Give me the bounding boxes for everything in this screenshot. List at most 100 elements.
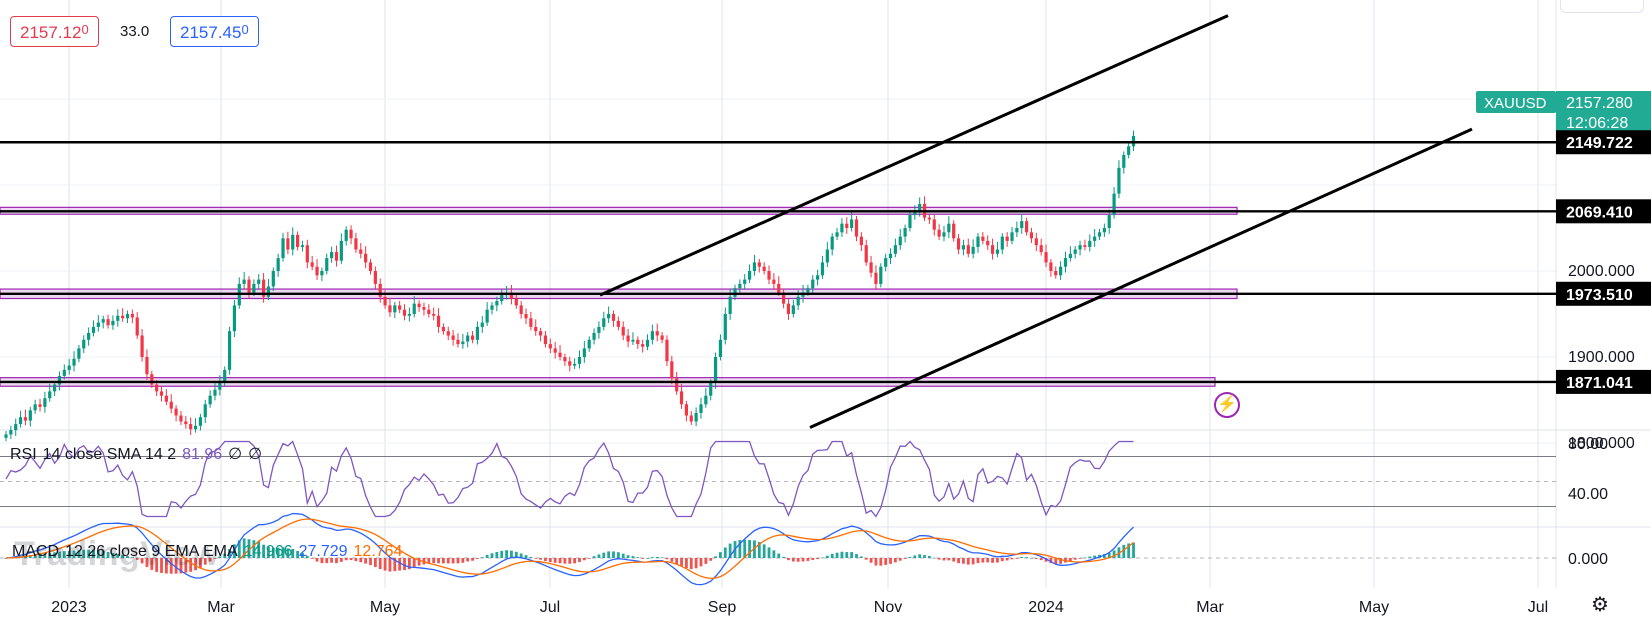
candle-body	[57, 375, 62, 385]
candle-body	[223, 369, 227, 383]
sell-price-suffix: 0	[81, 22, 89, 37]
candle-body	[835, 232, 839, 237]
macd-histogram-bar	[72, 550, 76, 558]
level-tag-label: 2149.722	[1566, 135, 1633, 152]
candle-body	[9, 430, 13, 435]
candle-body	[918, 203, 922, 211]
rsi-legend[interactable]: RSI 14 close SMA 14 2 81.96 ∅ ∅	[10, 444, 268, 464]
candle-body	[398, 305, 402, 310]
macd-legend[interactable]: MACD 12 26 close 9 EMA EMA 14.966 27.729 12.…	[12, 543, 408, 561]
buy-price: 2157.45	[180, 23, 242, 42]
macd-histogram-bar	[208, 558, 212, 562]
candle-body	[344, 229, 348, 241]
macd-histogram-bar	[855, 554, 858, 558]
candle-body	[354, 238, 358, 250]
rsi-params: 14 close SMA 14 2	[42, 446, 177, 463]
macd-histogram-bar	[378, 558, 382, 570]
macd-histogram-bar	[578, 558, 581, 563]
candle-body	[757, 262, 761, 267]
candle-body	[427, 309, 431, 314]
macd-histogram-bar	[655, 557, 659, 558]
candle-body	[135, 317, 139, 336]
sell-price-box[interactable]: 2157.120	[10, 16, 99, 47]
candle-body	[1088, 240, 1092, 247]
gear-icon[interactable]: ⚙	[1591, 594, 1609, 616]
candle-body	[733, 288, 737, 297]
candle-body	[116, 315, 120, 321]
macd-histogram-bar	[218, 556, 222, 558]
macd-histogram-bar	[806, 558, 810, 561]
candle-body	[96, 322, 100, 327]
candle-body	[893, 245, 897, 254]
macd-histogram-bar	[811, 558, 815, 560]
candle-body	[1122, 154, 1126, 168]
macd-histogram-bar	[1010, 558, 1014, 560]
time-axis: 2023 Mar May Jul Sep Nov 2024 Mar May Jul	[51, 599, 1548, 616]
last-price-tag	[1556, 91, 1651, 133]
macd-histogram-bar	[446, 558, 450, 564]
macd-histogram-bar	[369, 558, 372, 566]
macd-histogram-bar	[772, 550, 776, 558]
candle-body	[1044, 252, 1048, 263]
candle-body	[811, 279, 815, 289]
time-axis-label: May	[1359, 599, 1389, 616]
candle-body	[952, 223, 956, 239]
candle-body	[252, 283, 256, 293]
macd-histogram-bar	[252, 540, 256, 558]
candle-body	[956, 238, 961, 250]
macd-histogram-bar	[650, 557, 654, 558]
symbol-tag-label: XAUUSD	[1484, 95, 1547, 112]
macd-histogram-bar	[247, 539, 251, 558]
macd-histogram-bar	[1068, 558, 1072, 562]
candle-body	[500, 295, 504, 302]
candle-body	[1025, 221, 1029, 233]
candle-body	[777, 283, 781, 293]
candle-body	[942, 232, 946, 237]
macd-histogram-bar	[1132, 542, 1135, 558]
candle-body	[728, 296, 732, 314]
macd-histogram-bar	[544, 558, 547, 562]
macd-histogram-bar	[335, 558, 338, 564]
candle-body	[213, 389, 217, 396]
macd-histogram-bar	[514, 551, 518, 558]
last-price-countdown: 12:06:28	[1566, 115, 1628, 132]
candle-body	[568, 361, 572, 366]
candle-body	[976, 236, 980, 247]
macd-histogram-bar	[305, 556, 309, 558]
macd-value: 27.729	[298, 543, 348, 560]
candle-body	[436, 315, 441, 327]
candle-body	[1039, 245, 1043, 253]
top-toolbar-button[interactable]	[1560, 0, 1644, 13]
macd-histogram-bar	[58, 551, 61, 558]
candle-body	[602, 318, 606, 327]
macd-histogram-bar	[121, 555, 125, 558]
candle-body	[1034, 238, 1038, 246]
candle-body	[869, 262, 873, 273]
candle-body	[62, 369, 66, 376]
macd-histogram-bar	[636, 557, 640, 558]
candle-body	[747, 271, 752, 280]
macd-histogram-bar	[1112, 550, 1116, 558]
candle-body	[990, 245, 995, 254]
candle-body	[28, 410, 32, 421]
buy-price-box[interactable]: 2157.450	[170, 16, 259, 47]
time-axis-label: Mar	[1196, 599, 1224, 616]
lightning-icon[interactable]: ⚡	[1214, 392, 1240, 418]
candle-body	[927, 217, 931, 220]
macd-histogram-bar	[330, 558, 334, 563]
candle-body	[937, 229, 941, 237]
time-axis-label: Mar	[207, 599, 235, 616]
macd-histogram-bar	[466, 558, 470, 562]
price-axis: 2200.0002000.0001900.0001800.00080.0040.…	[1476, 91, 1651, 568]
candle-body	[796, 296, 800, 306]
macd-histogram-bar	[743, 539, 747, 558]
candle-body	[261, 279, 266, 297]
macd-histogram-bar	[1054, 558, 1058, 565]
macd-histogram-bar	[4, 558, 8, 559]
candle-body	[908, 215, 912, 228]
candle-body	[286, 238, 290, 250]
candle-body	[164, 395, 168, 402]
candle-body	[723, 314, 727, 340]
candle-body	[125, 314, 130, 319]
